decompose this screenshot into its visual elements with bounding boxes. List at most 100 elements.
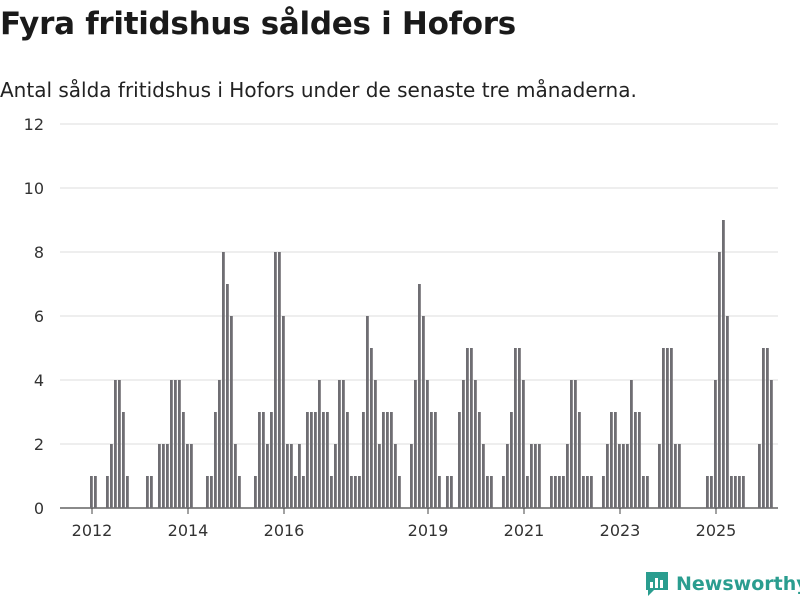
bar — [626, 444, 629, 508]
bar — [726, 316, 729, 508]
bar — [738, 476, 741, 508]
bars — [90, 220, 773, 508]
bar — [182, 412, 185, 508]
bar — [670, 348, 673, 508]
bar-value-label: 4 — [785, 0, 796, 5]
bar — [126, 476, 129, 508]
bar — [278, 252, 281, 508]
bar — [466, 348, 469, 508]
bar — [570, 380, 573, 508]
bar — [334, 444, 337, 508]
bar — [434, 412, 437, 508]
bar — [318, 380, 321, 508]
brand-name: Newsworthy — [676, 573, 800, 595]
bar — [410, 444, 413, 508]
chart-title: Fyra fritidshus såldes i Hofors — [0, 6, 516, 42]
bar — [522, 380, 525, 508]
bar — [490, 476, 493, 508]
bar — [666, 348, 669, 508]
bar — [210, 476, 213, 508]
bar — [286, 444, 289, 508]
bar — [274, 252, 277, 508]
bar — [190, 444, 193, 508]
bar — [578, 412, 581, 508]
bar — [558, 476, 561, 508]
bar — [178, 380, 181, 508]
bar — [674, 444, 677, 508]
bar — [582, 476, 585, 508]
bar — [106, 476, 109, 508]
bar — [146, 476, 149, 508]
bar — [514, 348, 517, 508]
bar — [366, 316, 369, 508]
bar — [230, 316, 233, 508]
bar — [506, 444, 509, 508]
bar — [458, 412, 461, 508]
bar — [550, 476, 553, 508]
bar — [758, 444, 761, 508]
bar — [418, 284, 421, 508]
bar — [646, 476, 649, 508]
bar — [170, 380, 173, 508]
bar — [622, 444, 625, 508]
x-tick-label: 2023 — [600, 521, 641, 540]
bar — [238, 476, 241, 508]
bar — [566, 444, 569, 508]
bar — [638, 412, 641, 508]
bar — [310, 412, 313, 508]
bar — [742, 476, 745, 508]
bar — [322, 412, 325, 508]
bar — [718, 252, 721, 508]
bar — [306, 412, 309, 508]
y-tick-label: 8 — [34, 243, 44, 262]
bar — [342, 380, 345, 508]
bar — [610, 412, 613, 508]
x-tick-label: 2025 — [696, 521, 737, 540]
bar — [150, 476, 153, 508]
bar — [486, 476, 489, 508]
bar — [354, 476, 357, 508]
bar — [474, 380, 477, 508]
x-tick-label: 2021 — [504, 521, 545, 540]
bar — [510, 412, 513, 508]
bar — [174, 380, 177, 508]
bar — [678, 444, 681, 508]
bar — [634, 412, 637, 508]
y-tick-label: 12 — [24, 115, 44, 134]
bar — [290, 444, 293, 508]
bar — [362, 412, 365, 508]
bar — [470, 348, 473, 508]
y-tick-label: 2 — [34, 435, 44, 454]
bar — [590, 476, 593, 508]
bar — [346, 412, 349, 508]
bar — [390, 412, 393, 508]
bar — [378, 444, 381, 508]
bar — [766, 348, 769, 508]
bar — [294, 476, 297, 508]
bar — [534, 444, 537, 508]
bar — [370, 348, 373, 508]
bar — [450, 476, 453, 508]
bar — [262, 412, 265, 508]
newsworthy-logo: Newsworthy — [644, 570, 800, 598]
bar — [730, 476, 733, 508]
x-tick-label: 2019 — [408, 521, 449, 540]
bar — [642, 476, 645, 508]
bar — [446, 476, 449, 508]
bar — [226, 284, 229, 508]
bar — [302, 476, 305, 508]
bar — [114, 380, 117, 508]
bar — [530, 444, 533, 508]
bar — [386, 412, 389, 508]
bar — [222, 252, 225, 508]
bar — [614, 412, 617, 508]
bar — [482, 444, 485, 508]
bar — [214, 412, 217, 508]
bar — [630, 380, 633, 508]
bar — [382, 412, 385, 508]
bar — [234, 444, 237, 508]
x-tick-label: 2016 — [264, 521, 305, 540]
bar — [166, 444, 169, 508]
bar — [338, 380, 341, 508]
bar — [110, 444, 113, 508]
